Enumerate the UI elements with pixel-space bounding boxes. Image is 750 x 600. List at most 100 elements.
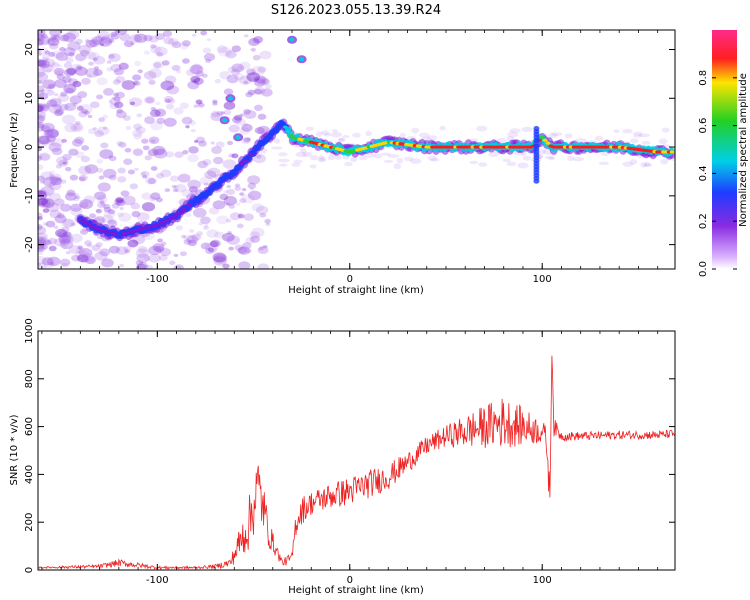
ridge-core xyxy=(285,129,291,134)
noise-blob xyxy=(211,146,222,155)
noise-blob xyxy=(53,109,64,117)
noise-blob xyxy=(39,191,51,200)
spectrogram-y-label: Frequency (Hz) xyxy=(9,112,20,188)
noise-blob xyxy=(102,168,117,179)
noise-blob xyxy=(74,120,81,126)
noise-blob xyxy=(38,245,46,253)
noise-blob xyxy=(77,245,83,250)
noise-blob xyxy=(241,188,247,192)
noise-blob xyxy=(75,195,81,200)
colorbar-tick-label: 0.4 xyxy=(698,165,709,181)
noise-blob xyxy=(121,80,136,90)
noise-blob xyxy=(238,261,251,269)
ridge-core xyxy=(187,203,193,207)
noise-blob xyxy=(192,207,207,218)
ridge-core xyxy=(268,132,274,136)
noise-blob xyxy=(78,104,93,115)
noise-blob xyxy=(223,195,238,206)
noise-blob xyxy=(279,163,288,167)
noise-blob xyxy=(259,212,267,218)
noise-blob xyxy=(95,208,103,214)
noise-blob xyxy=(116,108,124,114)
noise-blob xyxy=(174,184,187,193)
noise-blob xyxy=(630,138,639,144)
noise-blob xyxy=(53,104,62,111)
noise-blob xyxy=(225,50,237,59)
noise-blob xyxy=(249,187,255,191)
noise-blob xyxy=(119,33,131,42)
spectrogram-x-label: Height of straight line (km) xyxy=(288,285,424,296)
spectrogram-y-tick-label: 20 xyxy=(24,43,35,56)
noise-blob xyxy=(65,166,72,172)
noise-blob xyxy=(206,229,219,238)
noise-blob xyxy=(193,77,204,85)
noise-blob xyxy=(95,209,101,213)
snr-frame xyxy=(37,330,676,571)
noise-blob xyxy=(103,203,111,210)
noise-blob xyxy=(100,203,105,207)
noise-blob xyxy=(101,258,114,268)
noise-blob xyxy=(111,202,120,209)
noise-blob xyxy=(77,91,88,99)
noise-blob xyxy=(59,258,71,267)
noise-blob xyxy=(396,157,404,164)
noise-blob xyxy=(40,125,51,133)
noise-blob xyxy=(55,164,62,169)
noise-blob xyxy=(38,139,42,144)
noise-blob xyxy=(216,215,229,225)
noise-blob xyxy=(234,183,241,188)
noise-blob xyxy=(234,73,245,81)
noise-blob xyxy=(183,234,195,243)
noise-blob xyxy=(200,30,208,36)
noise-blob xyxy=(38,256,47,265)
noise-blob xyxy=(143,264,154,269)
noise-blob xyxy=(252,36,263,44)
noise-blob xyxy=(203,182,209,186)
noise-blob xyxy=(108,100,113,104)
noise-blob xyxy=(61,262,69,268)
noise-blob xyxy=(330,131,343,138)
noise-blob xyxy=(206,38,212,42)
noise-blob xyxy=(106,67,113,72)
noise-blob xyxy=(107,209,116,215)
noise-blob xyxy=(644,161,651,167)
noise-blob xyxy=(174,151,184,158)
noise-blob xyxy=(81,77,91,85)
noise-blob xyxy=(38,135,51,145)
noise-blob xyxy=(54,70,64,77)
noise-blob xyxy=(115,30,121,33)
ridge-core xyxy=(271,129,277,134)
noise-blob xyxy=(58,233,69,242)
noise-blob xyxy=(57,64,62,68)
noise-blob xyxy=(38,115,46,122)
noise-blob xyxy=(129,34,142,43)
noise-blob xyxy=(133,123,143,130)
ridge-core xyxy=(280,121,285,125)
noise-blob xyxy=(418,132,430,138)
noise-blob xyxy=(110,63,122,72)
noise-blob xyxy=(214,231,225,239)
ridge-core xyxy=(545,141,551,145)
noise-blob xyxy=(108,155,114,159)
spectrogram-y-tick-label: 10 xyxy=(24,92,35,105)
noise-blob xyxy=(364,152,376,158)
noise-blob xyxy=(253,36,264,44)
noise-blob xyxy=(223,189,229,194)
noise-blob xyxy=(641,141,651,145)
noise-blob xyxy=(68,52,75,57)
noise-blob xyxy=(251,203,264,212)
noise-blob xyxy=(56,156,69,165)
noise-blob xyxy=(236,223,244,229)
noise-blob xyxy=(94,130,104,138)
ridge-core xyxy=(176,212,181,216)
noise-blob xyxy=(57,232,65,238)
noise-blob xyxy=(52,173,62,181)
noise-blob xyxy=(156,117,166,125)
noise-blob xyxy=(38,142,41,147)
noise-blob xyxy=(185,125,190,129)
noise-blob xyxy=(87,114,93,119)
noise-blob xyxy=(141,202,156,212)
noise-blob xyxy=(246,72,260,82)
noise-blob xyxy=(81,145,90,151)
noise-blob xyxy=(102,126,108,130)
